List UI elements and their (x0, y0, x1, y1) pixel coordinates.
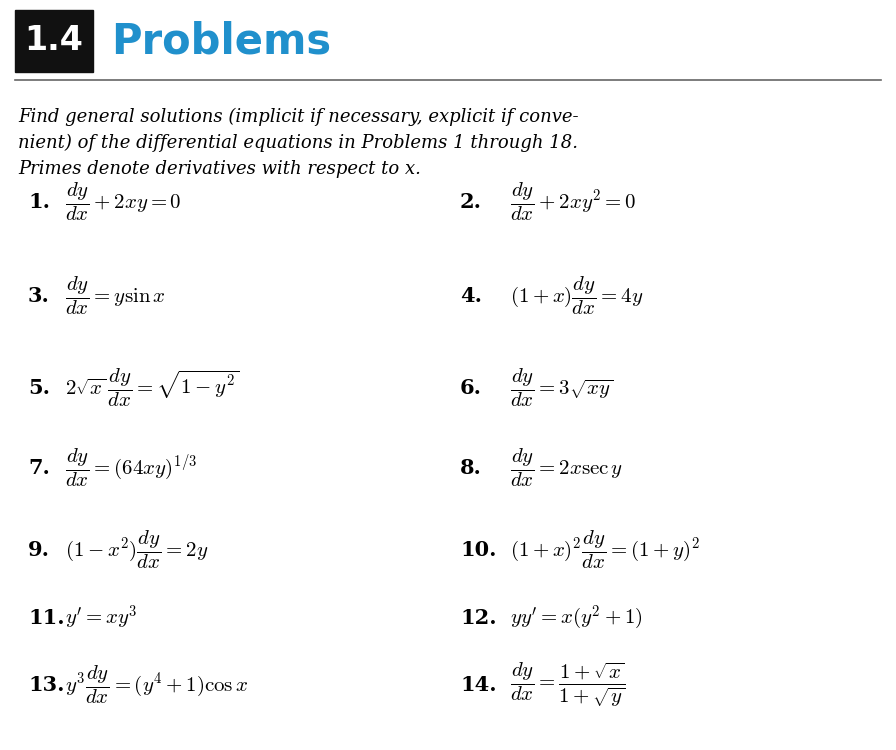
Text: $(1-x^2)\dfrac{dy}{dx} = 2y$: $(1-x^2)\dfrac{dy}{dx} = 2y$ (65, 529, 209, 572)
Text: $\dfrac{dy}{dx} = y\sin x$: $\dfrac{dy}{dx} = y\sin x$ (65, 274, 166, 317)
Text: 12.: 12. (460, 608, 496, 628)
Text: $\dfrac{dy}{dx} = \dfrac{1+\sqrt{x}}{1+\sqrt{y}}$: $\dfrac{dy}{dx} = \dfrac{1+\sqrt{x}}{1+\… (510, 661, 625, 709)
Text: $\dfrac{dy}{dx} + 2xy = 0$: $\dfrac{dy}{dx} + 2xy = 0$ (65, 181, 182, 224)
Text: Problems: Problems (111, 20, 332, 62)
Text: Find general solutions (implicit if necessary, explicit if conve-: Find general solutions (implicit if nece… (18, 108, 579, 126)
Text: $\dfrac{dy}{dx} = (64xy)^{1/3}$: $\dfrac{dy}{dx} = (64xy)^{1/3}$ (65, 447, 197, 489)
Text: 3.: 3. (28, 286, 50, 306)
Text: 1.: 1. (28, 192, 50, 212)
Text: Primes denote derivatives with respect to x.: Primes denote derivatives with respect t… (18, 160, 421, 178)
Text: $y^{\prime} = xy^3$: $y^{\prime} = xy^3$ (65, 604, 137, 632)
Text: 5.: 5. (28, 378, 50, 398)
Text: 9.: 9. (28, 540, 50, 560)
Text: 6.: 6. (460, 378, 482, 398)
Text: $\dfrac{dy}{dx} + 2xy^2 = 0$: $\dfrac{dy}{dx} + 2xy^2 = 0$ (510, 181, 636, 224)
Text: $\dfrac{dy}{dx} = 3\sqrt{xy}$: $\dfrac{dy}{dx} = 3\sqrt{xy}$ (510, 367, 614, 410)
Text: 13.: 13. (28, 675, 65, 695)
Text: 4.: 4. (460, 286, 482, 306)
Text: $(1+x)^2\dfrac{dy}{dx} = (1+y)^2$: $(1+x)^2\dfrac{dy}{dx} = (1+y)^2$ (510, 529, 701, 572)
Text: 2.: 2. (460, 192, 482, 212)
Text: 10.: 10. (460, 540, 496, 560)
Text: $\dfrac{dy}{dx} = 2x\sec y$: $\dfrac{dy}{dx} = 2x\sec y$ (510, 447, 623, 489)
Text: $y^3\dfrac{dy}{dx} = (y^4+1)\cos x$: $y^3\dfrac{dy}{dx} = (y^4+1)\cos x$ (65, 664, 248, 706)
Text: $2\sqrt{x}\,\dfrac{dy}{dx} = \sqrt{1-y^2}$: $2\sqrt{x}\,\dfrac{dy}{dx} = \sqrt{1-y^2… (65, 367, 239, 410)
Text: $yy^{\prime} = x(y^2+1)$: $yy^{\prime} = x(y^2+1)$ (510, 604, 642, 632)
Text: 7.: 7. (28, 458, 50, 478)
Text: 8.: 8. (460, 458, 482, 478)
Text: nient) of the differential equations in Problems 1 through 18.: nient) of the differential equations in … (18, 134, 578, 152)
Text: $(1+x)\dfrac{dy}{dx} = 4y$: $(1+x)\dfrac{dy}{dx} = 4y$ (510, 274, 643, 317)
Text: 1.4: 1.4 (24, 25, 83, 58)
Text: 14.: 14. (460, 675, 496, 695)
Text: 11.: 11. (28, 608, 65, 628)
FancyBboxPatch shape (15, 10, 93, 72)
